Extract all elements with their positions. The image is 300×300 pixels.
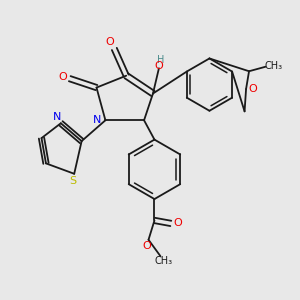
Text: N: N bbox=[93, 115, 101, 125]
Text: H: H bbox=[157, 55, 165, 65]
Text: CH₃: CH₃ bbox=[264, 61, 283, 71]
Text: O: O bbox=[248, 84, 257, 94]
Text: O: O bbox=[154, 61, 163, 71]
Text: N: N bbox=[53, 112, 61, 122]
Text: O: O bbox=[106, 38, 114, 47]
Text: CH₃: CH₃ bbox=[155, 256, 173, 266]
Text: O: O bbox=[59, 72, 68, 82]
Text: S: S bbox=[69, 176, 76, 186]
Text: O: O bbox=[143, 241, 152, 251]
Text: O: O bbox=[173, 218, 182, 228]
